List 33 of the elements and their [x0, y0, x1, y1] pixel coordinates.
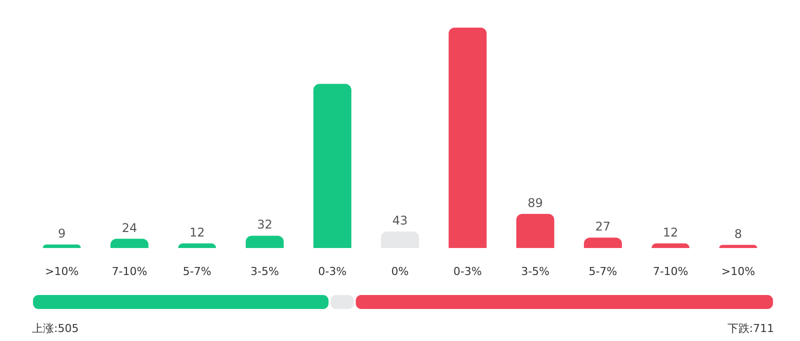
x-tick-label: 3-5% — [250, 265, 279, 278]
data-label: 89 — [528, 196, 543, 210]
bar — [110, 238, 148, 248]
bar — [652, 243, 690, 248]
bar — [516, 214, 554, 248]
data-label: 8 — [734, 226, 742, 241]
data-label: 9 — [58, 226, 66, 241]
x-tick-label: 3-5% — [521, 265, 550, 278]
data-label: 24 — [122, 220, 138, 235]
x-tick-label: 0-3% — [453, 265, 482, 278]
x-tick-label: 5-7% — [182, 265, 212, 278]
data-label: 12 — [662, 225, 678, 240]
x-tick-label: 0% — [391, 265, 409, 278]
data-label: 32 — [257, 218, 272, 232]
bar — [584, 238, 622, 248]
x-tick-label: 0-3% — [318, 265, 347, 278]
data-label: 43 — [392, 214, 408, 228]
x-tick-label: >10% — [721, 265, 756, 278]
bar — [42, 244, 81, 248]
text: 下跌:711 — [727, 322, 774, 335]
x-tick-label: >10% — [44, 265, 79, 278]
bar — [246, 236, 284, 248]
x-tick-label: 5-7% — [588, 265, 618, 278]
x-tick-label: 7-10% — [652, 265, 688, 278]
bar — [381, 232, 419, 248]
text: 上涨:505 — [32, 322, 79, 335]
data-label: 12 — [189, 225, 205, 240]
bar — [448, 28, 487, 248]
bar — [719, 244, 758, 248]
data-label: 27 — [595, 220, 611, 234]
x-tick-label: 7-10% — [112, 265, 148, 278]
bar — [313, 84, 352, 248]
bar — [178, 243, 216, 248]
